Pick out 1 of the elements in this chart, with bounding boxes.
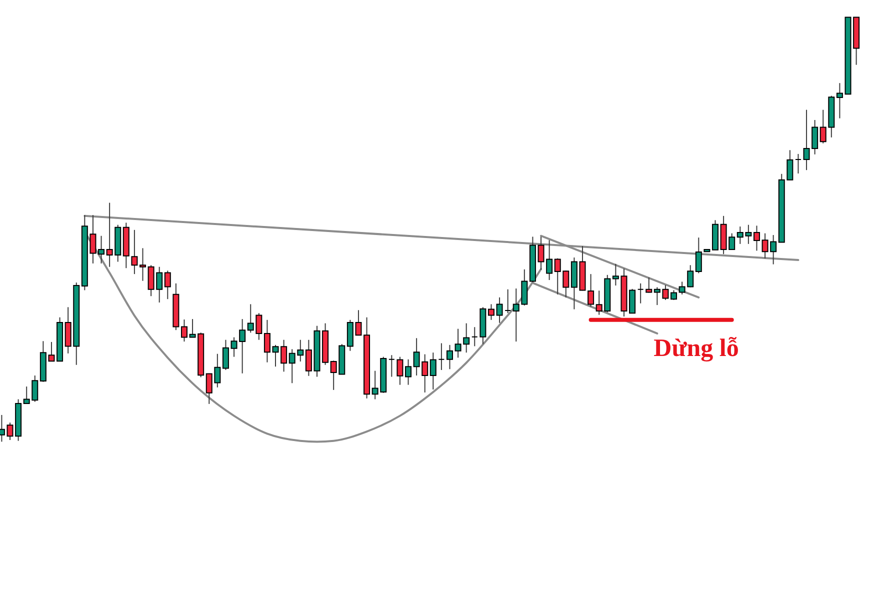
series-label: Dừng lỗ [654, 334, 739, 362]
